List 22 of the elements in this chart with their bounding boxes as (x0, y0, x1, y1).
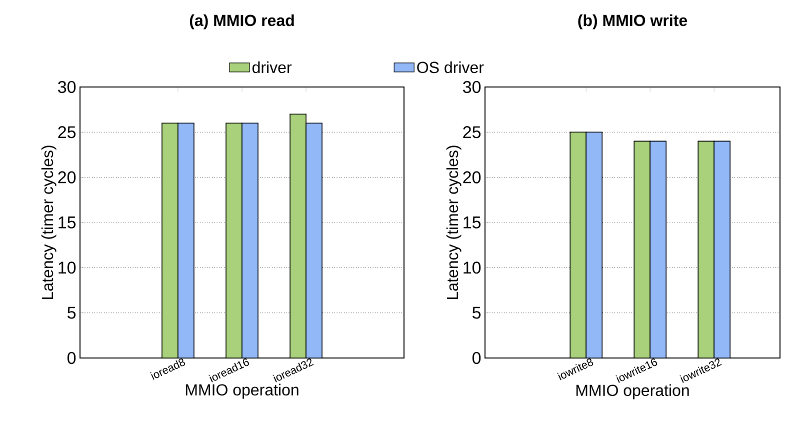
chart-title: (b) MMIO write (578, 14, 688, 30)
y-tick-label: 20 (58, 171, 76, 184)
chart-title: (a) MMIO read (190, 14, 294, 30)
y-tick-label: 10 (58, 262, 76, 274)
y-tick-label: 25 (58, 126, 76, 138)
x-axis-title: MMIO operation (186, 384, 298, 399)
y-tick-label: 5 (472, 306, 481, 319)
y-tick-label: 0 (472, 352, 481, 364)
y-axis-title: Latency (timer cycles) (446, 146, 462, 299)
y-axis-title: Latency (timer cycles) (41, 146, 56, 299)
legend-label: driver (252, 61, 292, 74)
legend-label: OS driver (417, 61, 484, 74)
y-tick-label: 25 (463, 126, 481, 138)
y-tick-label: 30 (463, 80, 481, 94)
y-tick-label: 20 (463, 171, 481, 184)
y-tick-label: 15 (464, 216, 481, 228)
y-tick-label: 15 (58, 216, 76, 228)
x-axis-title: MMIO operation (576, 384, 689, 400)
y-tick-label: 10 (464, 262, 481, 274)
y-tick-label: 5 (68, 306, 76, 319)
y-tick-label: 30 (58, 80, 76, 94)
y-tick-label: 0 (67, 352, 76, 364)
